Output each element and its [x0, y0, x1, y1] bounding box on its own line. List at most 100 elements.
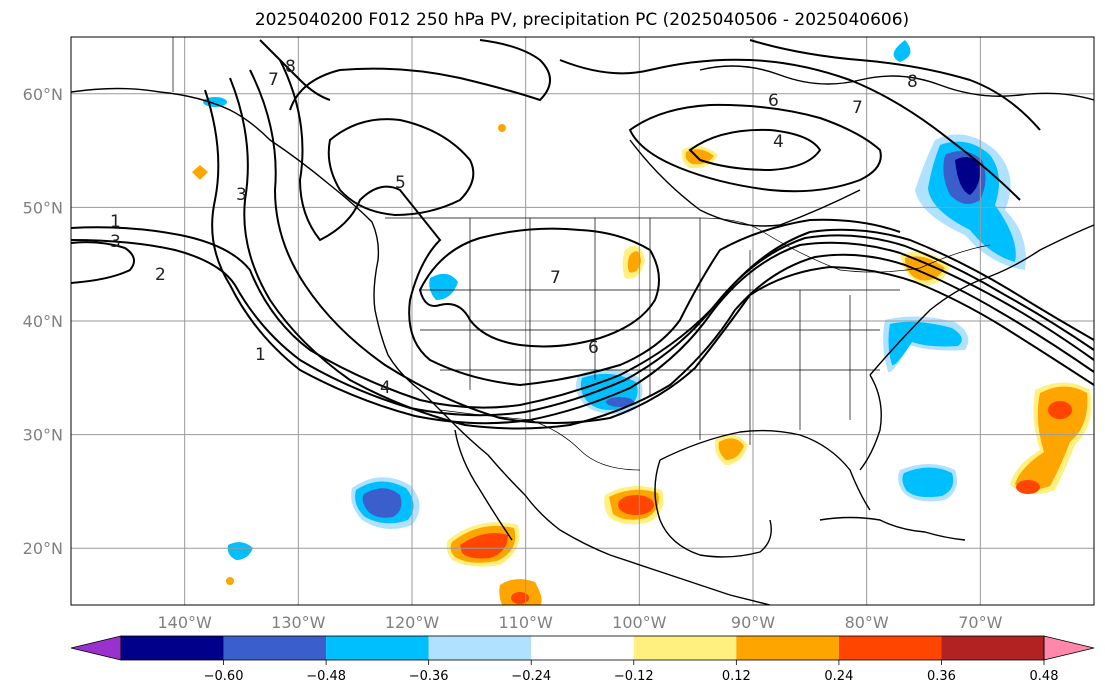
colorbar-segment [428, 636, 532, 660]
contour-label: 3 [110, 232, 121, 252]
contour-label: 3 [236, 185, 247, 205]
colorbar-tick-label: 0.12 [722, 669, 751, 684]
graticule [71, 37, 1094, 605]
pv-contour-13 [559, 58, 1021, 201]
arctic-coast [699, 65, 1095, 101]
map-frame [70, 36, 1095, 606]
colorbar-tick-label: −0.24 [511, 669, 551, 684]
latitude-tick-label: 20°N [23, 539, 63, 558]
precip-blob [955, 156, 981, 195]
colorbar-tick-label: 0.36 [927, 669, 956, 684]
precip-blob [226, 577, 234, 585]
contour-labels: 1 3 2 3 1 4 5 7 8 7 6 6 7 4 8 [110, 57, 918, 398]
contour-label: 1 [110, 212, 121, 232]
colorbar-segment [941, 636, 1044, 660]
pv-contour-6 [249, 69, 1095, 424]
longitude-tick-label: 110°W [498, 613, 553, 632]
latitude-labels: 60°N 50°N 40°N 30°N 20°N [23, 85, 63, 558]
pv-contour-7 [279, 59, 901, 387]
colorbar-outline [120, 635, 1045, 661]
colorbar-tick-label: −0.36 [409, 669, 449, 684]
precip-blob [902, 467, 954, 498]
map-title: 2025040200 F012 250 hPa PV, precipitatio… [255, 10, 909, 30]
pv-contour-14 [749, 39, 1041, 131]
precip-blob [893, 40, 911, 62]
precip-blob [1048, 401, 1072, 419]
pv-contour-3-closed [70, 241, 135, 284]
pv-contour-4 [204, 89, 1095, 425]
precip-blob [718, 438, 744, 460]
longitude-tick-label: 80°W [845, 613, 889, 632]
precip-blob [627, 251, 641, 273]
gulf-coast [659, 429, 871, 511]
longitude-tick-label: 120°W [385, 613, 440, 632]
pv-contour-15 [259, 39, 331, 101]
precip-blob [1016, 480, 1040, 494]
colorbar-tick-label: −0.12 [614, 669, 654, 684]
colorbar-extend-high [1043, 635, 1095, 661]
pv-contour-10 [289, 39, 551, 111]
gulf-of-mexico-west [654, 459, 772, 558]
latitude-tick-label: 40°N [23, 312, 63, 331]
contour-label: 1 [255, 345, 266, 365]
contour-label: 7 [852, 98, 863, 118]
precip-blob [460, 532, 508, 559]
precip-blob [362, 488, 402, 518]
contour-label: 5 [395, 173, 406, 193]
contour-label: 4 [773, 132, 784, 152]
contour-label: 7 [550, 268, 561, 288]
baja-california [454, 429, 513, 541]
longitude-labels: 140°W 130°W 120°W 110°W 100°W 90°W 80°W 70°W [157, 613, 1002, 632]
colorbar: −0.60 −0.48 −0.36 −0.24 −0.12 0.12 0.24 0.36 0.4… [70, 635, 1095, 684]
contour-label: 4 [380, 378, 391, 398]
contour-label: 6 [588, 338, 599, 358]
pv-contour-1 [70, 226, 1095, 409]
hudson-bay [629, 139, 861, 227]
pv-contour-12-closed [688, 128, 822, 172]
colorbar-segment [838, 636, 942, 660]
contour-label: 8 [285, 57, 296, 77]
caribbean-islands [819, 516, 966, 541]
us-canada-border [385, 217, 991, 273]
longitude-tick-label: 140°W [157, 613, 212, 632]
latitude-tick-label: 30°N [23, 426, 63, 445]
latitude-tick-label: 50°N [23, 198, 63, 217]
pv-contour-8-closed [418, 227, 660, 348]
precip-blob [618, 495, 654, 515]
colorbar-tick-label: −0.60 [204, 669, 244, 684]
pv-contour-9-closed [327, 118, 475, 217]
precip-blob [192, 165, 208, 180]
latitude-tick-label: 60°N [23, 85, 63, 104]
colorbar-segment [531, 636, 634, 660]
longitude-tick-label: 130°W [271, 613, 326, 632]
colorbar-segment [633, 636, 737, 660]
longitude-tick-label: 100°W [612, 613, 667, 632]
colorbar-tick-label: −0.48 [306, 669, 346, 684]
precip-blob [227, 542, 253, 560]
precip-blob [429, 273, 458, 300]
pv-contour-5 [229, 77, 1095, 430]
pv-contours [70, 39, 1095, 430]
pv-contour-2 [70, 234, 1095, 417]
precip-blob [203, 97, 227, 107]
colorbar-segment [326, 636, 429, 660]
coastlines [70, 65, 1095, 606]
pv-contour-11-closed [628, 103, 882, 193]
colorbar-extend-low [70, 635, 122, 661]
longitude-tick-label: 90°W [731, 613, 775, 632]
state-borders-horizontal [420, 289, 900, 371]
contour-label: 7 [268, 70, 279, 90]
contour-label: 6 [768, 91, 779, 111]
precip-blob [511, 592, 529, 604]
florida [859, 374, 882, 471]
longitude-tick-label: 70°W [958, 613, 1002, 632]
precip-blob [888, 321, 962, 366]
colorbar-segment [121, 636, 224, 660]
precip-blob [606, 397, 634, 407]
colorbar-tick-label: 0.48 [1030, 669, 1059, 684]
contour-label: 8 [907, 72, 918, 92]
precip-blob [498, 124, 506, 132]
contour-label: 2 [155, 265, 166, 285]
colorbar-segment [223, 636, 327, 660]
